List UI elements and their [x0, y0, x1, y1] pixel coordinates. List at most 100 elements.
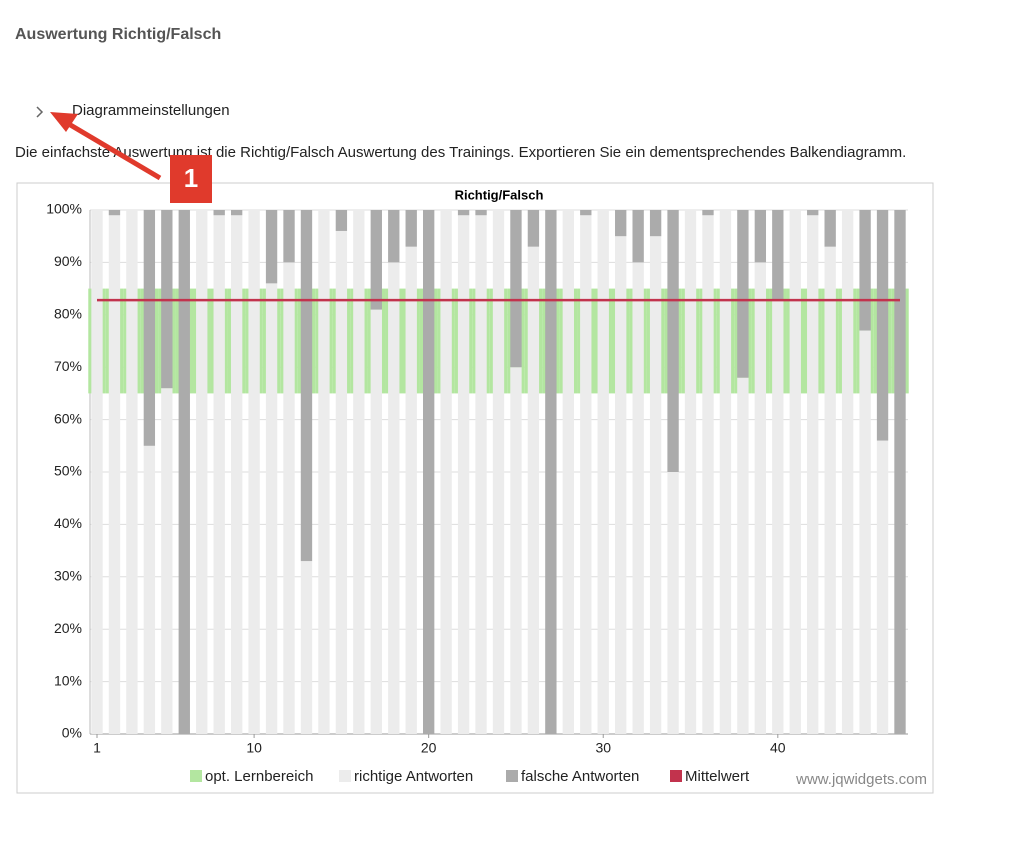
- bar-correct: [91, 210, 103, 734]
- y-tick-label: 90%: [54, 253, 82, 269]
- legend-swatch: [670, 770, 682, 782]
- bar-wrong: [737, 210, 749, 378]
- bar-correct: [248, 210, 260, 734]
- bar-wrong: [143, 210, 156, 446]
- x-tick-label: 40: [770, 740, 786, 756]
- arrow-head: [50, 112, 78, 132]
- bar-correct: [597, 210, 609, 734]
- badge: [170, 155, 212, 203]
- legend-swatch: [190, 770, 202, 782]
- y-tick-label: 20%: [54, 620, 82, 636]
- chevron[interactable]: [36, 106, 44, 118]
- bar-wrong: [859, 210, 871, 331]
- y-tick-label: 100%: [46, 201, 82, 217]
- bar-wrong: [370, 210, 382, 310]
- bar-wrong: [667, 210, 679, 472]
- y-tick-label: 30%: [54, 568, 82, 584]
- bar-wrong: [335, 210, 348, 231]
- bar-wrong: [230, 210, 243, 216]
- bar-wrong: [754, 210, 767, 263]
- legend-label: opt. Lernbereich: [205, 768, 313, 785]
- bar-correct: [737, 377, 749, 734]
- legend-label: falsche Antworten: [521, 768, 639, 785]
- x-tick-label: 10: [246, 740, 262, 756]
- bar-wrong: [265, 210, 278, 284]
- bar-wrong: [108, 210, 121, 216]
- bar-correct: [667, 472, 679, 734]
- bar-correct: [527, 246, 540, 734]
- bar-correct: [632, 262, 644, 734]
- bar-wrong: [824, 210, 836, 247]
- bar-correct: [772, 299, 784, 734]
- arrow: [60, 117, 162, 181]
- bar-correct: [841, 210, 854, 734]
- bar-wrong: [632, 210, 644, 263]
- legend-swatch: [506, 770, 518, 782]
- bar-correct: [807, 215, 819, 735]
- chart-title: Richtig/Falsch: [455, 187, 544, 202]
- y-tick-label: 80%: [54, 306, 82, 322]
- bar-correct: [702, 215, 714, 735]
- bar-correct: [213, 215, 225, 735]
- bar-correct: [405, 246, 417, 734]
- bar-wrong: [178, 210, 190, 734]
- bar-correct: [510, 367, 522, 734]
- settings-link[interactable]: Diagrammeinstellungen: [72, 102, 230, 119]
- bar-wrong: [545, 210, 557, 734]
- bar-correct: [824, 246, 836, 734]
- page-title: Auswertung Richtig/Falsch: [15, 26, 221, 43]
- watermark: www.jqwidgets.com: [795, 771, 927, 788]
- bar-wrong: [772, 210, 784, 300]
- description: Die einfachste Auswertung ist die Richti…: [15, 144, 906, 161]
- bar-correct: [789, 210, 801, 734]
- bar-wrong: [475, 210, 487, 216]
- bar-correct: [649, 236, 662, 734]
- bar-wrong: [300, 210, 313, 562]
- bar-wrong: [283, 210, 295, 263]
- bar-wrong: [510, 210, 522, 368]
- bar-wrong: [580, 210, 592, 216]
- y-tick-label: 70%: [54, 358, 82, 374]
- y-tick-label: 0%: [62, 725, 82, 741]
- bar-wrong: [405, 210, 417, 247]
- legend-swatch: [339, 770, 351, 782]
- bar-wrong: [457, 210, 470, 216]
- bar-correct: [300, 561, 313, 734]
- bar-correct: [161, 388, 173, 734]
- x-tick-label: 1: [93, 740, 101, 756]
- x-tick-label: 30: [595, 740, 611, 756]
- bar-correct: [754, 262, 767, 734]
- y-tick-label: 40%: [54, 515, 82, 531]
- legend-label: Mittelwert: [685, 768, 750, 785]
- bar-correct: [353, 210, 365, 734]
- bar-correct: [196, 210, 208, 734]
- bar-correct: [108, 215, 121, 735]
- bar-correct: [475, 215, 487, 735]
- bar-wrong: [894, 210, 906, 734]
- bar-wrong: [423, 210, 435, 734]
- bar-correct: [457, 215, 470, 735]
- bar-wrong: [527, 210, 540, 247]
- bar-wrong: [615, 210, 627, 237]
- bar-correct: [126, 210, 138, 734]
- bar-correct: [143, 445, 156, 734]
- bar-correct: [283, 262, 295, 734]
- bar-correct: [492, 210, 505, 734]
- bar-wrong: [388, 210, 400, 263]
- bar-wrong: [807, 210, 819, 216]
- bar-correct: [230, 215, 243, 735]
- bar-correct: [580, 215, 592, 735]
- bar-correct: [562, 210, 574, 734]
- bar-wrong: [213, 210, 225, 216]
- bar-correct: [719, 210, 732, 734]
- bar-wrong: [649, 210, 662, 237]
- bar-wrong: [876, 210, 889, 441]
- bar-correct: [318, 210, 330, 734]
- bar-correct: [859, 330, 871, 734]
- bar-correct: [370, 309, 382, 734]
- bar-correct: [684, 210, 697, 734]
- bar-correct: [388, 262, 400, 734]
- legend-label: richtige Antworten: [354, 768, 473, 785]
